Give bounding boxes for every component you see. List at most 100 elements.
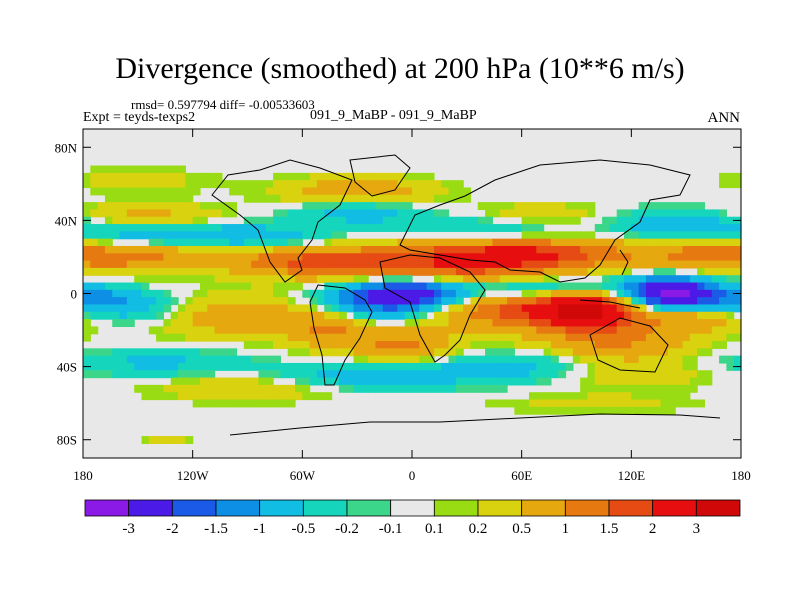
contour-cell	[704, 348, 713, 357]
contour-cell	[390, 297, 398, 306]
contour-cell	[397, 187, 406, 196]
contour-cell	[514, 362, 523, 371]
contour-cell	[382, 194, 391, 203]
contour-cell	[726, 260, 735, 269]
contour-cell	[499, 224, 508, 232]
contour-cell	[550, 399, 559, 408]
contour-cell	[221, 180, 230, 189]
contour-cell	[258, 289, 267, 298]
contour-cell	[148, 260, 157, 269]
contour-cell	[104, 245, 113, 254]
contour-cell	[455, 384, 464, 393]
contour-cell	[258, 245, 267, 254]
contour-cell	[258, 180, 267, 189]
contour-cell	[609, 297, 618, 306]
contour-cell	[558, 341, 567, 349]
contour-cell	[433, 319, 442, 327]
contour-cell	[207, 392, 216, 401]
contour-cell	[258, 260, 267, 269]
contour-cell	[507, 311, 515, 320]
contour-cell	[660, 297, 669, 306]
contour-cell	[543, 326, 552, 335]
contour-cell	[645, 392, 654, 401]
contour-cell	[243, 326, 252, 335]
contour-cell	[170, 202, 179, 211]
contour-cell	[536, 319, 545, 327]
contour-cell	[243, 224, 252, 232]
contour-cell	[477, 333, 486, 342]
contour-cell	[141, 165, 150, 174]
contour-cell	[485, 304, 494, 313]
contour-cell	[558, 202, 567, 211]
contour-cell	[251, 311, 260, 320]
contour-cell	[667, 319, 676, 327]
contour-cell	[382, 355, 391, 364]
contour-cell	[397, 384, 406, 393]
contour-cell	[514, 275, 523, 284]
contour-cell	[433, 384, 442, 393]
contour-cell	[514, 319, 523, 327]
contour-cell	[83, 238, 91, 247]
contour-cell	[543, 245, 552, 254]
contour-cell	[97, 304, 106, 313]
contour-cell	[192, 392, 201, 401]
contour-cell	[638, 216, 647, 225]
contour-cell	[412, 245, 420, 254]
contour-cell	[265, 370, 274, 379]
contour-cell	[265, 384, 274, 393]
contour-cell	[360, 289, 369, 298]
contour-cell	[528, 282, 537, 291]
contour-cell	[441, 282, 450, 291]
contour-cell	[448, 238, 457, 247]
contour-cell	[412, 355, 420, 364]
contour-cell	[229, 224, 238, 232]
contour-cell	[594, 245, 603, 254]
contour-cell	[287, 319, 296, 327]
contour-cell	[499, 297, 508, 306]
coastline-south-america	[309, 284, 373, 386]
contour-cell	[492, 304, 501, 313]
contour-cell	[148, 165, 157, 174]
contour-cell	[156, 260, 165, 269]
contour-cell	[353, 326, 362, 335]
contour-cell	[675, 355, 684, 364]
contour-cell	[536, 275, 545, 284]
contour-cell	[528, 275, 537, 284]
contour-cell	[207, 289, 216, 298]
contour-cell	[280, 260, 289, 269]
coastline-greenland	[349, 154, 411, 197]
contour-cell	[433, 348, 442, 357]
contour-cell	[141, 231, 150, 240]
contour-cell	[719, 297, 727, 306]
contour-cell	[528, 297, 537, 306]
contour-cell	[645, 202, 654, 211]
contour-cell	[587, 282, 596, 291]
contour-cell	[309, 377, 318, 386]
contour-cell	[360, 267, 369, 276]
contour-cell	[170, 267, 179, 276]
contour-cell	[295, 370, 303, 379]
contour-cell	[178, 275, 186, 284]
contour-cell	[258, 282, 267, 291]
contour-cell	[141, 275, 150, 284]
contour-cell	[397, 355, 406, 364]
contour-cell	[178, 436, 186, 444]
contour-cell	[441, 224, 450, 232]
contour-cell	[287, 231, 296, 240]
contour-cell	[426, 333, 435, 342]
contour-cell	[236, 238, 245, 247]
contour-cell	[660, 231, 669, 240]
contour-cell	[463, 355, 472, 364]
contour-cell	[733, 297, 742, 306]
contour-cell	[602, 377, 610, 386]
contour-cell	[83, 209, 91, 218]
contour-cell	[572, 231, 581, 240]
contour-cell	[558, 253, 567, 262]
contour-cell	[397, 348, 406, 357]
contour-cell	[580, 348, 589, 357]
contour-cell	[112, 297, 121, 306]
contour-cell	[645, 333, 654, 342]
contour-cell	[214, 319, 223, 327]
contour-cell	[682, 209, 691, 218]
contour-cell	[368, 194, 377, 203]
